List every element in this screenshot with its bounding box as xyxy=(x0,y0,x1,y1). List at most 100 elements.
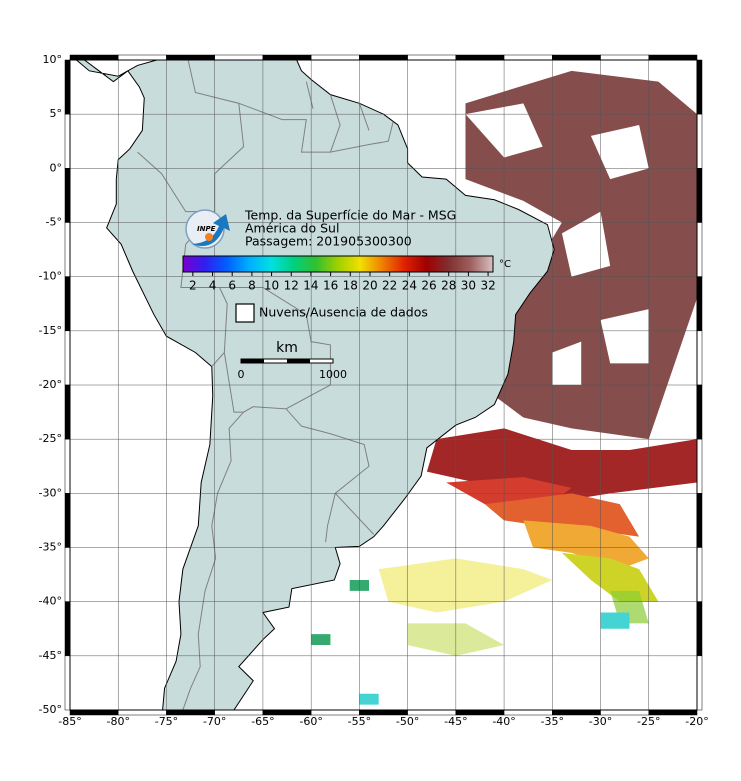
legend-label: Nuvens/Ausencia de dados xyxy=(259,305,428,320)
frame-segment xyxy=(407,54,457,61)
colorbar-tick-label: 24 xyxy=(402,279,417,293)
x-tick-label: -80° xyxy=(106,715,129,728)
colorbar-tick-label: 12 xyxy=(284,279,299,293)
frame-segment xyxy=(696,276,703,332)
colorbar-tick-label: 26 xyxy=(421,279,436,293)
logo-text: INPE xyxy=(197,225,216,233)
frame-border xyxy=(69,59,698,711)
y-tick-label: 0° xyxy=(50,161,63,174)
x-tick-label: -45° xyxy=(444,715,467,728)
x-tick-label: -70° xyxy=(203,715,226,728)
y-tick-label: -10° xyxy=(39,270,62,283)
x-tick-label: -40° xyxy=(492,715,515,728)
y-tick-label: -50° xyxy=(39,703,62,716)
colorbar-tick-label: 2 xyxy=(189,279,197,293)
x-tick-label: -85° xyxy=(58,715,81,728)
colorbar-tick-label: 20 xyxy=(362,279,377,293)
map-title: Temp. da Superfície do Mar - MSG xyxy=(244,208,456,223)
y-tick-label: 5° xyxy=(50,107,63,120)
x-tick-label: -25° xyxy=(637,715,660,728)
colorbar-tick-label: 32 xyxy=(480,279,495,293)
y-tick-label: 10° xyxy=(43,53,63,66)
frame-segment xyxy=(166,54,215,61)
frame-segment xyxy=(696,330,703,386)
frame-segment xyxy=(64,330,71,386)
y-tick-label: -35° xyxy=(39,541,62,554)
frame-segment xyxy=(64,222,71,277)
frame-segment xyxy=(696,168,703,223)
pass-time: Passagem: 201905300300 xyxy=(245,234,412,249)
frame-segment xyxy=(696,493,703,548)
sst-patches xyxy=(311,70,697,705)
frame-segment xyxy=(600,54,650,61)
frame-segment xyxy=(696,113,703,169)
title-block: INPE Temp. da Superfície do Mar - MSG Am… xyxy=(185,208,456,249)
frame-segment xyxy=(64,547,71,602)
frame-segment xyxy=(262,54,312,61)
x-tick-label: -35° xyxy=(541,715,564,728)
frame-segment xyxy=(64,168,71,223)
colorbar-tick-label: 16 xyxy=(323,279,338,293)
y-tick-label: -20° xyxy=(39,378,62,391)
frame-segment xyxy=(503,54,553,61)
x-tick-label: -65° xyxy=(251,715,274,728)
frame-segment xyxy=(696,59,703,115)
frame-segment xyxy=(64,438,71,494)
frame-segment xyxy=(64,276,71,332)
geography xyxy=(70,60,697,710)
scale-bar: km 0 1000 xyxy=(238,340,348,381)
colorbar-tick-label: 30 xyxy=(461,279,476,293)
x-tick-label: -20° xyxy=(685,715,708,728)
frame-segment xyxy=(696,438,703,494)
x-tick-label: -60° xyxy=(299,715,322,728)
frame-segment xyxy=(696,222,703,277)
frame-segment xyxy=(64,384,71,440)
logo: INPE xyxy=(185,209,230,249)
colorbar-fill xyxy=(182,255,494,273)
frame-segment xyxy=(64,59,71,115)
map-subtitle: América do Sul xyxy=(245,221,339,236)
scale-label: 1000 xyxy=(319,368,347,381)
legend-swatch xyxy=(235,303,255,323)
frame-segment xyxy=(696,655,703,711)
frame-segment xyxy=(214,54,264,61)
colorbar-tick-label: 28 xyxy=(441,279,456,293)
colorbar-tick-label: 18 xyxy=(343,279,358,293)
frame-segment xyxy=(696,384,703,440)
y-tick-label: -25° xyxy=(39,432,62,445)
frame-segment xyxy=(64,493,71,548)
frame-segment xyxy=(696,601,703,657)
tick-labels: -85° -80° -75° -70° -65° -60° -55° -50° -45° -40°… xyxy=(39,53,709,728)
colorbar-unit: °C xyxy=(499,259,511,270)
scale-seg xyxy=(241,359,264,363)
x-tick-label: -55° xyxy=(348,715,371,728)
frame-segment xyxy=(455,54,505,61)
colorbar-tick-label: 22 xyxy=(382,279,397,293)
colorbar-tick-label: 14 xyxy=(303,279,318,293)
map-area xyxy=(70,60,697,710)
y-tick-label: -5° xyxy=(46,216,62,229)
frame xyxy=(64,54,703,716)
x-tick-label: -30° xyxy=(589,715,612,728)
frame-segment xyxy=(310,54,360,61)
frame-segment xyxy=(648,54,698,61)
scale-label: 0 xyxy=(238,368,245,381)
frame-segment xyxy=(359,54,408,61)
legend: Nuvens/Ausencia de dados xyxy=(235,303,428,323)
colorbar: 2 4 6 8 10 12 14 16 18 20 22 24 26 28 30 32°C xyxy=(182,255,511,293)
frame-segment xyxy=(69,54,119,61)
y-tick-label: -30° xyxy=(39,486,62,499)
scale-seg xyxy=(287,359,310,363)
colorbar-tick-label: 6 xyxy=(228,279,236,293)
grid xyxy=(70,60,697,710)
colorbar-tick-label: 10 xyxy=(264,279,279,293)
x-tick-label: -50° xyxy=(396,715,419,728)
scale-unit: km xyxy=(276,340,298,356)
y-tick-label: -15° xyxy=(39,324,62,337)
frame-segment xyxy=(696,547,703,602)
colorbar-tick-label: 4 xyxy=(209,279,217,293)
frame-segment xyxy=(117,54,167,61)
frame-segment xyxy=(552,54,601,61)
y-tick-label: -45° xyxy=(39,649,62,662)
